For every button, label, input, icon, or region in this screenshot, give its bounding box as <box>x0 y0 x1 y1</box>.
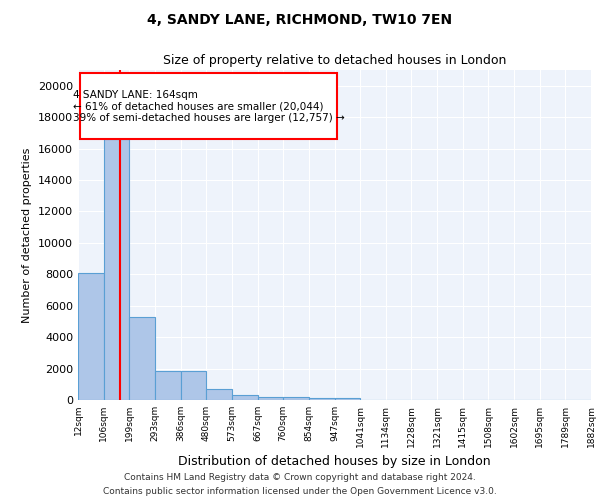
Bar <box>257 396 283 400</box>
Text: Contains HM Land Registry data © Crown copyright and database right 2024.: Contains HM Land Registry data © Crown c… <box>124 473 476 482</box>
Text: Contains public sector information licensed under the Open Government Licence v3: Contains public sector information licen… <box>103 486 497 496</box>
Y-axis label: Number of detached properties: Number of detached properties <box>22 148 32 322</box>
Bar <box>309 398 335 400</box>
Bar <box>155 371 181 400</box>
X-axis label: Distribution of detached houses by size in London: Distribution of detached houses by size … <box>178 456 491 468</box>
Bar <box>283 397 309 400</box>
Bar <box>104 139 130 400</box>
Text: 4 SANDY LANE: 164sqm
← 61% of detached houses are smaller (20,044)
39% of semi-d: 4 SANDY LANE: 164sqm ← 61% of detached h… <box>73 90 344 122</box>
Bar <box>181 371 206 400</box>
Bar <box>78 272 104 400</box>
Text: 4, SANDY LANE, RICHMOND, TW10 7EN: 4, SANDY LANE, RICHMOND, TW10 7EN <box>148 12 452 26</box>
FancyBboxPatch shape <box>80 73 337 139</box>
Bar <box>335 398 360 400</box>
Bar <box>130 316 155 400</box>
Title: Size of property relative to detached houses in London: Size of property relative to detached ho… <box>163 54 506 68</box>
Bar <box>232 396 257 400</box>
Bar <box>206 389 232 400</box>
